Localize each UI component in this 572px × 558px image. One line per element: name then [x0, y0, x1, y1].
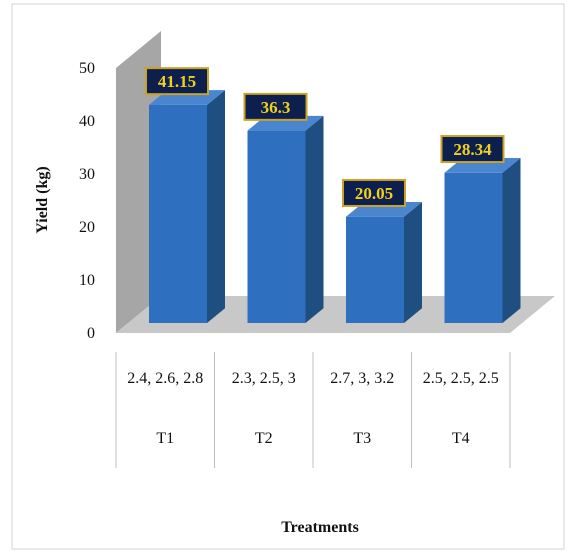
y-tick-label: 0	[87, 325, 95, 342]
x-group-label: T4	[452, 430, 470, 447]
data-label-text: 28.34	[453, 140, 492, 159]
bar-front	[149, 104, 207, 323]
bar-front	[444, 172, 503, 323]
y-tick-label: 20	[79, 219, 95, 236]
data-labels: 41.15 36.3 20.05 28.34	[145, 67, 505, 207]
bar-side	[502, 158, 521, 323]
y-tick-label: 30	[79, 166, 95, 183]
y-axis-ticks: 0 10 20 30 40 50	[79, 60, 95, 342]
data-label: 41.15	[145, 67, 209, 96]
data-label: 20.05	[342, 178, 406, 207]
bar-front	[247, 130, 306, 323]
data-label: 28.34	[440, 135, 505, 164]
y-tick-label: 50	[79, 60, 95, 77]
bar-side	[207, 90, 225, 324]
x-sub-category-label: 2.4, 2.6, 2.8	[127, 370, 203, 387]
data-label-text: 36.3	[261, 98, 291, 117]
data-label-box	[342, 178, 406, 207]
x-sub-category-label: 2.5, 2.5, 2.5	[423, 370, 499, 387]
bar	[247, 115, 324, 323]
bar	[149, 90, 225, 324]
y-axis-title: Yield (kg)	[34, 166, 51, 233]
data-label-box	[440, 135, 505, 164]
data-label: 36.3	[243, 92, 308, 121]
data-label-text: 20.05	[355, 184, 393, 203]
x-sub-category-label: 2.3, 2.5, 3	[232, 370, 296, 387]
data-label-text: 41.15	[158, 72, 196, 91]
y-tick-label: 40	[79, 113, 95, 130]
x-axis-title: Treatments	[281, 519, 359, 536]
bar	[346, 201, 422, 323]
bar	[444, 158, 521, 323]
bar-side	[305, 115, 324, 323]
bar-side	[404, 201, 422, 323]
x-axis: 2.4, 2.6, 2.8 T1 2.3, 2.5, 3 T2 2.7, 3, 3.2 T…	[115, 352, 511, 468]
data-label-box	[145, 67, 209, 96]
x-sub-category-label: 2.7, 3, 3.2	[330, 370, 394, 387]
data-label-box	[243, 92, 308, 121]
bar-front	[346, 216, 404, 323]
y-tick-label: 10	[79, 272, 95, 289]
x-group-label: T3	[353, 430, 371, 447]
x-group-label: T2	[255, 430, 273, 447]
x-group-label: T1	[156, 430, 174, 447]
